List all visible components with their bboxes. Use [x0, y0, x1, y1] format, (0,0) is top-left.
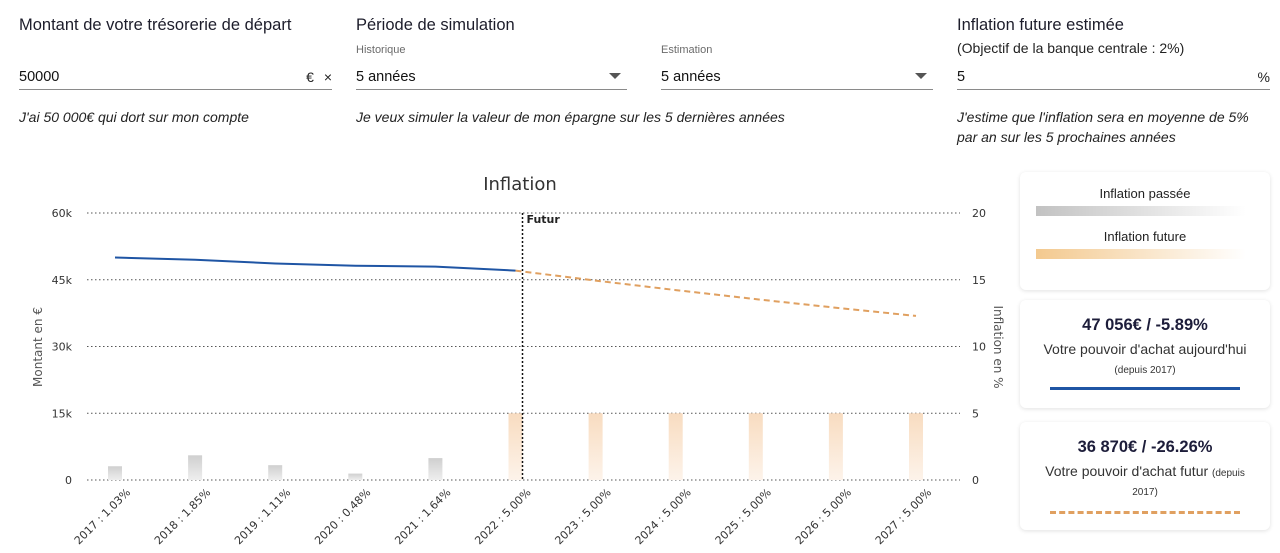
- treasury-suffix: € ×: [306, 69, 332, 85]
- x-tick-label: 2025 : 5.00%: [713, 486, 774, 547]
- kpi-future-label-text: Votre pouvoir d'achat futur: [1045, 463, 1209, 479]
- clear-icon[interactable]: ×: [323, 69, 332, 85]
- inflation-bar: [188, 455, 203, 480]
- inflation-value: 5: [957, 69, 966, 85]
- inflation-hint-1: J'estime que l'inflation sera en moyenne…: [957, 109, 1249, 125]
- inflation-input[interactable]: 5 %: [957, 62, 1270, 90]
- chevron-down-icon: [915, 73, 927, 79]
- kpi-today-value: 47 056€ / -5.89%: [1082, 316, 1208, 334]
- y-tick-label: 60k: [52, 207, 73, 220]
- x-tick-label: 2018 : 1.85%: [152, 486, 213, 547]
- purchasing-power-lines: [114, 256, 917, 317]
- inflation-bar: [588, 413, 603, 480]
- percent-sign: %: [1257, 69, 1270, 85]
- kpi-today-note: (depuis 2017): [1114, 365, 1176, 376]
- kpi-future-label: Votre pouvoir d'achat futur (depuis: [1020, 460, 1270, 485]
- grid: [87, 212, 960, 481]
- inflation-bar: [428, 458, 443, 480]
- inflation-bar: [909, 413, 923, 480]
- y2-tick-label: 10: [972, 341, 986, 354]
- inflation-bar: [108, 466, 122, 480]
- x-tick-label: 2023 : 5.00%: [552, 486, 613, 547]
- x-tick-label: 2017 : 1.03%: [72, 486, 133, 547]
- y-tick-label: 15k: [52, 407, 73, 420]
- chart-title: Inflation: [483, 174, 557, 195]
- y-tick-label: 0: [65, 474, 72, 487]
- x-tick-label: 2027 : 5.00%: [873, 486, 934, 547]
- history-label: Historique: [356, 44, 406, 56]
- y-tick-label: 45k: [52, 274, 73, 287]
- future-purchasing-power-line: [515, 269, 917, 317]
- kpi-today-line: [1050, 387, 1240, 390]
- y2-tick-label: 15: [972, 274, 986, 287]
- inflation-title: Inflation future estimée: [957, 16, 1124, 34]
- inflation-bar: [668, 413, 683, 480]
- kpi-today-label: Votre pouvoir d'achat aujourd'hui: [1043, 341, 1247, 357]
- inflation-bars: [108, 413, 923, 480]
- kpi-future-card: 36 870€ / -26.26% Votre pouvoir d'achat …: [1020, 422, 1270, 530]
- y2-tick-label: 0: [972, 474, 979, 487]
- inflation-bar: [508, 413, 523, 480]
- x-tick-label: 2021 : 1.64%: [392, 486, 453, 547]
- inflation-bar: [828, 413, 843, 480]
- inflation-bar: [268, 465, 283, 480]
- future-marker: Futur: [521, 213, 561, 480]
- y-axis-label: Montant en €: [31, 307, 45, 387]
- inflation-hint-2: par an sur les 5 prochaines années: [957, 129, 1176, 145]
- history-select[interactable]: Historique 5 années: [356, 44, 627, 90]
- inflation-bar: [348, 473, 363, 480]
- legend-card: Inflation passée Inflation future: [1020, 172, 1270, 290]
- past-purchasing-power-line: [114, 256, 516, 272]
- kpi-future-note-b: 2017): [1132, 487, 1158, 498]
- future-marker-label: Futur: [527, 213, 561, 226]
- kpi-future-note-a: (depuis: [1212, 468, 1245, 479]
- y2-axis-label: Inflation en %: [991, 305, 1005, 388]
- x-tick-label: 2022 : 5.00%: [472, 486, 533, 547]
- x-tick-label: 2020 : 0.48%: [312, 486, 373, 547]
- inflation-bar: [748, 413, 763, 480]
- legend-future-label: Inflation future: [1103, 229, 1187, 244]
- x-tick-label: 2026 : 5.00%: [793, 486, 854, 547]
- tick-labels: 0 0 15k 5 30k 10 45k 15 60k 20 2017 : 1.03% 2018 : …: [52, 207, 986, 547]
- estimate-value: 5 années: [661, 69, 721, 85]
- period-hint: Je veux simuler la valeur de mon épargne…: [356, 109, 785, 125]
- treasury-value: 50000: [19, 69, 60, 85]
- chevron-down-icon: [609, 73, 621, 79]
- kpi-future-line: [1050, 511, 1240, 514]
- y2-tick-label: 5: [972, 407, 979, 420]
- x-tick-label: 2024 : 5.00%: [633, 486, 694, 547]
- estimate-label: Estimation: [661, 44, 713, 56]
- x-tick-label: 2019 : 1.11%: [232, 486, 293, 547]
- inflation-subtitle: (Objectif de la banque centrale : 2%): [957, 40, 1185, 56]
- y-tick-label: 30k: [52, 341, 73, 354]
- inflation-chart: Inflation Montant en € Inflation en % Fu…: [31, 174, 1005, 547]
- treasury-input[interactable]: 50000 € ×: [19, 62, 332, 90]
- legend-future-swatch: [1036, 249, 1246, 259]
- treasury-hint: J'ai 50 000€ qui dort sur mon compte: [19, 109, 249, 125]
- kpi-today-card: 47 056€ / -5.89% Votre pouvoir d'achat a…: [1020, 300, 1270, 408]
- period-title: Période de simulation: [356, 16, 515, 34]
- kpi-future-value: 36 870€ / -26.26%: [1077, 438, 1213, 456]
- currency-sign: €: [306, 69, 314, 85]
- history-value: 5 années: [356, 69, 416, 85]
- legend-past-swatch: [1036, 206, 1246, 216]
- estimate-select[interactable]: Estimation 5 années: [661, 44, 933, 90]
- legend-past-label: Inflation passée: [1099, 186, 1191, 201]
- y2-tick-label: 20: [972, 207, 986, 220]
- treasury-title: Montant de votre trésorerie de départ: [19, 16, 292, 34]
